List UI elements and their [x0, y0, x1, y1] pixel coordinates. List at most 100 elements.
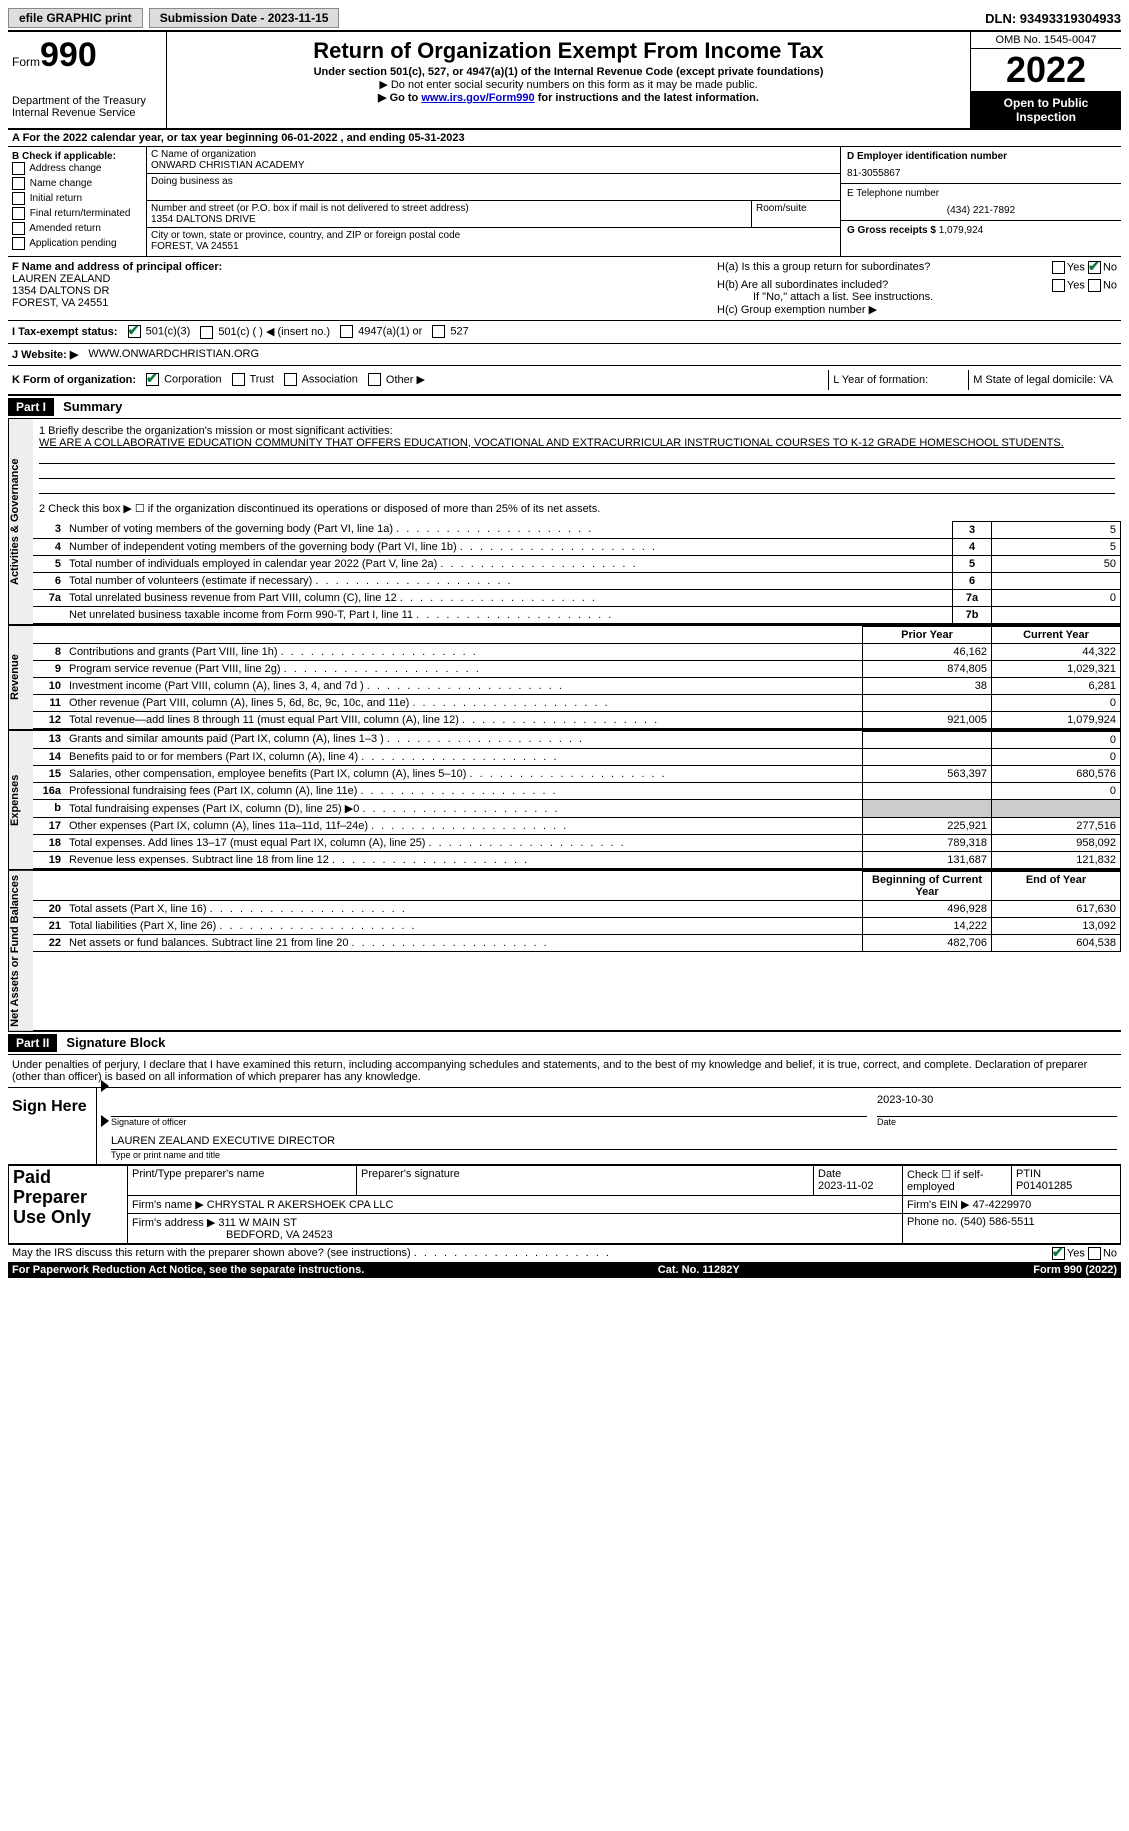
chk-4947[interactable]	[340, 325, 353, 338]
l-year: L Year of formation:	[828, 370, 948, 390]
addr-label: Number and street (or P.O. box if mail i…	[151, 203, 747, 214]
k-row: K Form of organization: Corporation Trus…	[8, 366, 1121, 396]
side-exp: Expenses	[8, 731, 33, 869]
org-name: ONWARD CHRISTIAN ACADEMY	[151, 160, 836, 171]
name-label: C Name of organization	[151, 149, 836, 160]
footer-bar: For Paperwork Reduction Act Notice, see …	[8, 1262, 1121, 1278]
officer-addr2: FOREST, VA 24551	[12, 297, 108, 309]
sig-officer-label: Signature of officer	[101, 1117, 867, 1127]
officer-block: F Name and address of principal officer:…	[8, 257, 1121, 321]
note-ssn: ▶ Do not enter social security numbers o…	[171, 78, 966, 91]
row-a-period: A For the 2022 calendar year, or tax yea…	[8, 130, 1121, 147]
mission-text: WE ARE A COLLABORATIVE EDUCATION COMMUNI…	[39, 437, 1115, 449]
tax-year: 2022	[971, 49, 1121, 92]
officer-addr1: 1354 DALTONS DR	[12, 285, 109, 297]
part2-hdr: Part II	[8, 1034, 57, 1052]
net-table: Beginning of Current YearEnd of Year20To…	[33, 871, 1121, 952]
signature-block: Under penalties of perjury, I declare th…	[8, 1055, 1121, 1262]
type-name-label: Type or print name and title	[101, 1150, 1117, 1160]
net-section: Net Assets or Fund Balances Beginning of…	[8, 871, 1121, 1033]
rev-table: Prior YearCurrent Year8Contributions and…	[33, 626, 1121, 729]
ein-label: D Employer identification number	[847, 151, 1007, 162]
submission-button[interactable]: Submission Date - 2023-11-15	[149, 8, 340, 28]
part2-bar: Part II Signature Block	[8, 1032, 1121, 1055]
col-b-opt[interactable]: Name change	[12, 177, 142, 190]
gov-section: Activities & Governance 1 Briefly descri…	[8, 419, 1121, 626]
identity-block: B Check if applicable: Address change Na…	[8, 147, 1121, 257]
m-state: M State of legal domicile: VA	[968, 370, 1117, 390]
form-header: Form990 Department of the Treasury Inter…	[8, 32, 1121, 130]
col-b-opt[interactable]: Address change	[12, 162, 142, 175]
chk-501c[interactable]	[200, 326, 213, 339]
sig-date: 2023-10-30	[877, 1094, 1117, 1117]
chk-501c3[interactable]	[128, 325, 141, 338]
form-prefix: Form	[12, 55, 40, 69]
hb-note: If "No," attach a list. See instructions…	[753, 291, 1117, 303]
rev-section: Revenue Prior YearCurrent Year8Contribut…	[8, 626, 1121, 731]
col-b-opt[interactable]: Final return/terminated	[12, 207, 142, 220]
paperwork-notice: For Paperwork Reduction Act Notice, see …	[12, 1264, 364, 1276]
col-b-label: B Check if applicable:	[12, 151, 116, 162]
col-b-opt[interactable]: Application pending	[12, 237, 142, 250]
ein-value: 81-3055867	[847, 168, 1115, 179]
omb-number: OMB No. 1545-0047	[971, 32, 1121, 49]
part1-hdr: Part I	[8, 398, 54, 416]
chk-trust[interactable]	[232, 373, 245, 386]
side-rev: Revenue	[8, 626, 33, 729]
part2-title: Signature Block	[60, 1035, 165, 1050]
date-label: Date	[867, 1117, 1117, 1127]
form-title: Return of Organization Exempt From Incom…	[171, 38, 966, 64]
dba-label: Doing business as	[151, 176, 836, 187]
chk-corp[interactable]	[146, 373, 159, 386]
part1-title: Summary	[57, 399, 122, 414]
status-row: I Tax-exempt status: 501(c)(3) 501(c) ( …	[8, 321, 1121, 344]
discuss-yes[interactable]	[1052, 1247, 1065, 1260]
gov-table: 3Number of voting members of the governi…	[33, 521, 1121, 624]
officer-name: LAUREN ZEALAND	[12, 273, 110, 285]
hb-label: H(b) Are all subordinates included?	[717, 279, 888, 291]
chk-assoc[interactable]	[284, 373, 297, 386]
paid-prep-label: Paid Preparer Use Only	[13, 1168, 123, 1227]
col-b-opt[interactable]: Initial return	[12, 192, 142, 205]
street-address: 1354 DALTONS DRIVE	[151, 214, 747, 225]
gross-value: 1,079,924	[939, 225, 984, 236]
discuss-no[interactable]	[1088, 1247, 1101, 1260]
city-label: City or town, state or province, country…	[151, 230, 836, 241]
discuss-row: May the IRS discuss this return with the…	[8, 1244, 1121, 1262]
line2: 2 Check this box ▶ ☐ if the organization…	[39, 502, 1115, 515]
sign-here-label: Sign Here	[8, 1088, 97, 1164]
phone-value: (434) 221-7892	[847, 205, 1115, 216]
officer-printed: LAUREN ZEALAND EXECUTIVE DIRECTOR	[111, 1135, 335, 1147]
website-value: WWW.ONWARDCHRISTIAN.ORG	[88, 348, 259, 360]
irs-link[interactable]: www.irs.gov/Form990	[421, 92, 534, 104]
part1-bar: Part I Summary	[8, 396, 1121, 419]
phone-label: E Telephone number	[847, 188, 1115, 199]
room-label: Room/suite	[752, 201, 840, 227]
exp-table: 13Grants and similar amounts paid (Part …	[33, 731, 1121, 869]
note-link: ▶ Go to www.irs.gov/Form990 for instruct…	[171, 91, 966, 104]
form-number: 990	[40, 36, 97, 74]
preparer-table: Paid Preparer Use Only Print/Type prepar…	[8, 1165, 1121, 1244]
ha-yes[interactable]	[1052, 261, 1065, 274]
ha-no[interactable]	[1088, 261, 1101, 274]
dept-text: Department of the Treasury Internal Reve…	[12, 95, 162, 119]
chk-527[interactable]	[432, 325, 445, 338]
top-bar: efile GRAPHIC print Submission Date - 20…	[8, 8, 1121, 32]
exp-section: Expenses 13Grants and similar amounts pa…	[8, 731, 1121, 871]
efile-button[interactable]: efile GRAPHIC print	[8, 8, 143, 28]
chk-other[interactable]	[368, 373, 381, 386]
dln-text: DLN: 93493319304933	[985, 11, 1121, 26]
form-subtitle: Under section 501(c), 527, or 4947(a)(1)…	[171, 66, 966, 78]
mission-label: 1 Briefly describe the organization's mi…	[39, 425, 1115, 437]
side-net: Net Assets or Fund Balances	[8, 871, 33, 1031]
sig-declaration: Under penalties of perjury, I declare th…	[8, 1055, 1121, 1088]
f-label: F Name and address of principal officer:	[12, 261, 222, 273]
hb-no[interactable]	[1088, 279, 1101, 292]
hb-yes[interactable]	[1052, 279, 1065, 292]
open-inspection: Open to Public Inspection	[971, 92, 1121, 128]
gross-label: G Gross receipts $	[847, 225, 936, 236]
side-gov: Activities & Governance	[8, 419, 33, 624]
ha-label: H(a) Is this a group return for subordin…	[717, 261, 930, 273]
hc-label: H(c) Group exemption number ▶	[717, 303, 1117, 316]
col-b-opt[interactable]: Amended return	[12, 222, 142, 235]
